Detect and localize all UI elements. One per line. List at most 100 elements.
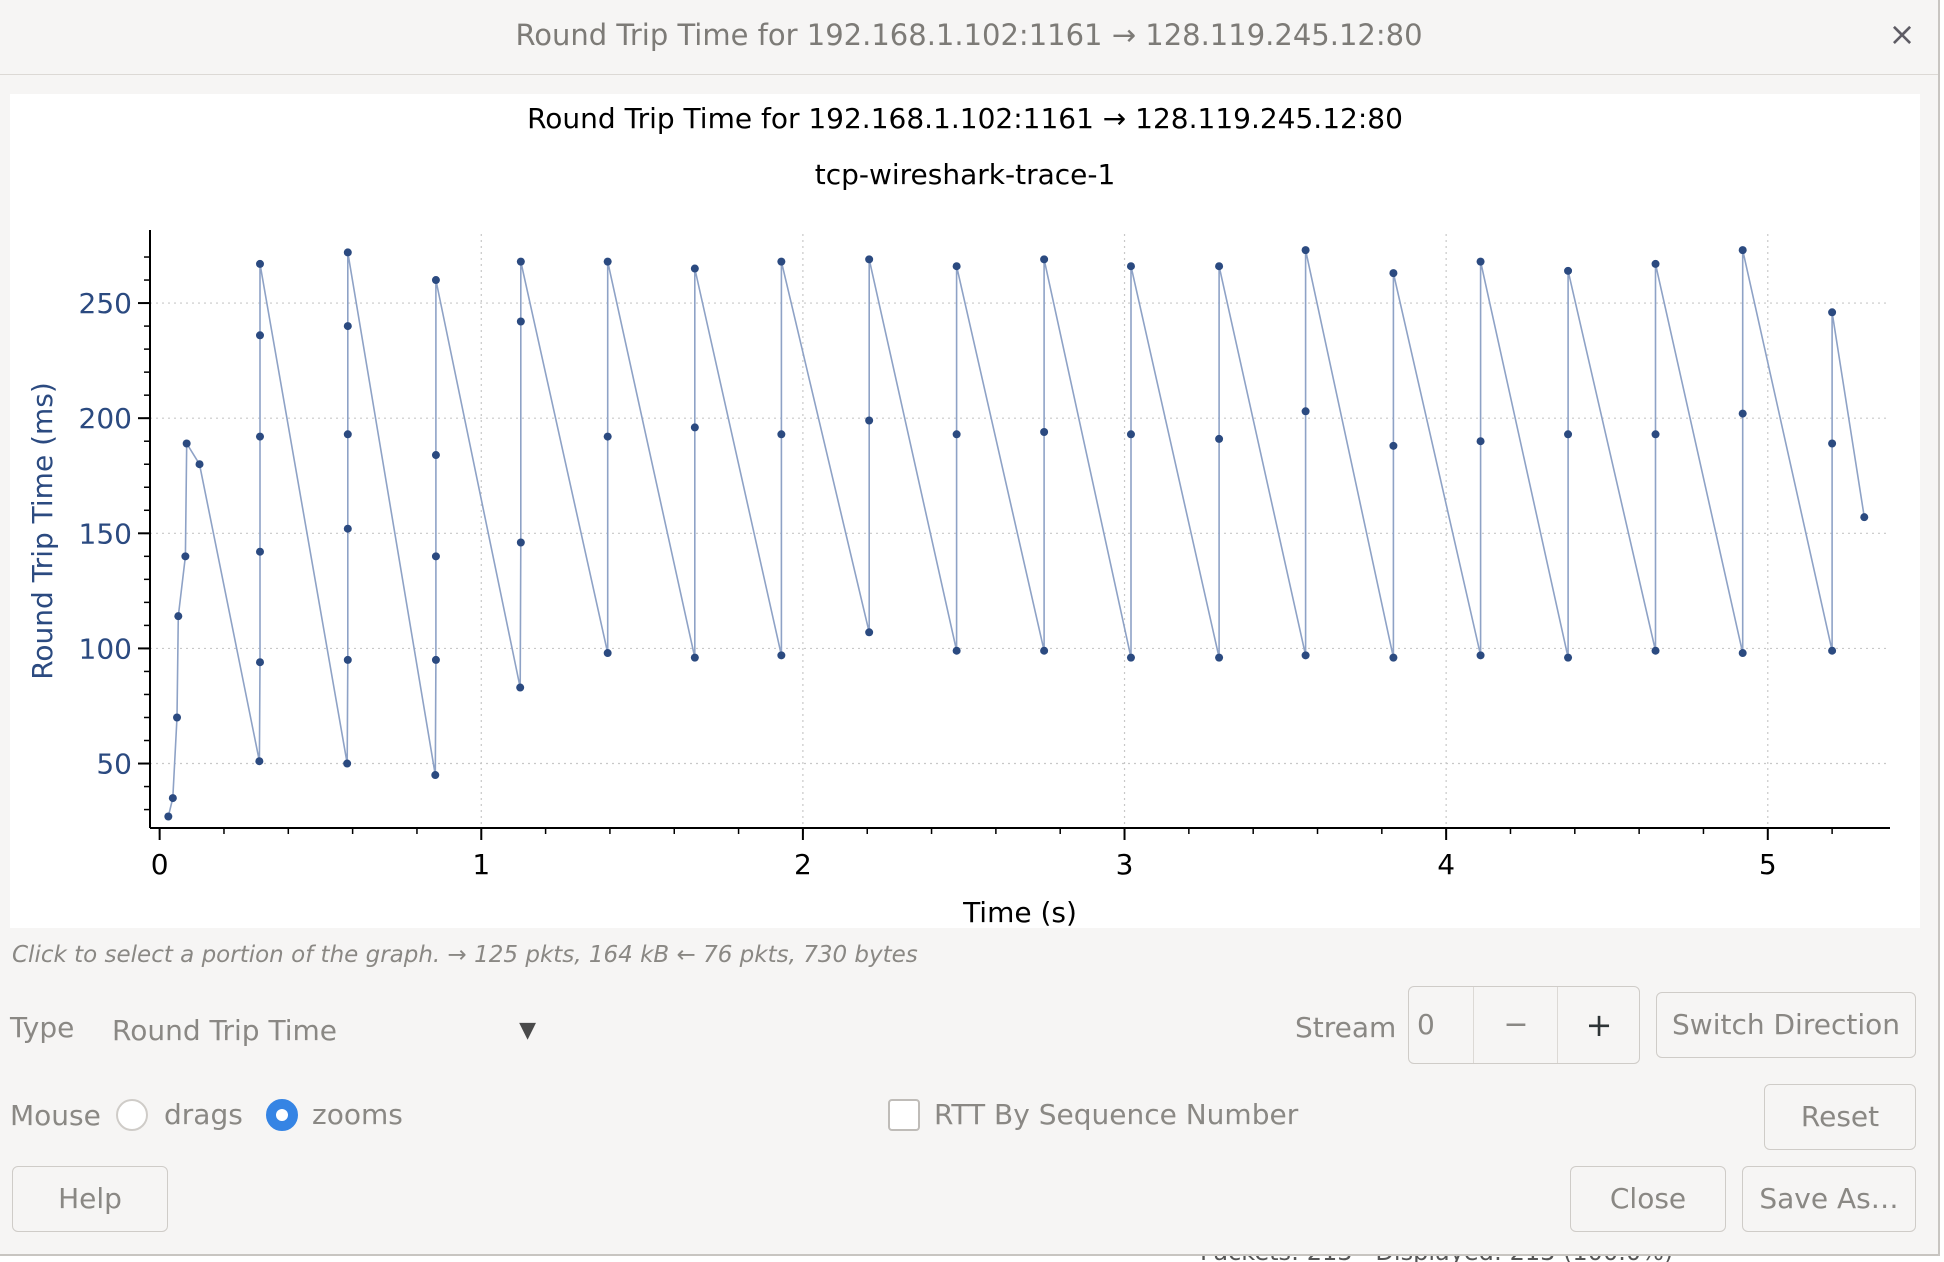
data-point (1564, 266, 1573, 275)
data-point (343, 759, 352, 768)
data-point (690, 264, 699, 273)
data-point (603, 432, 612, 441)
y-tick-label: 150 (79, 517, 132, 550)
data-point (603, 257, 612, 266)
data-point (516, 538, 525, 547)
stream-increment-button[interactable]: + (1557, 987, 1640, 1063)
data-point (343, 524, 352, 533)
hint-text: Click to select a portion of the graph. … (12, 942, 918, 968)
data-point (431, 451, 440, 460)
data-point (431, 276, 440, 285)
stream-spinbox[interactable]: 0 − + (1408, 986, 1640, 1064)
graph-area[interactable]: Round Trip Time for 192.168.1.102:1161 →… (10, 94, 1920, 928)
stream-value[interactable]: 0 (1417, 1008, 1435, 1041)
rtt-chart[interactable]: Round Trip Time for 192.168.1.102:1161 →… (10, 94, 1920, 928)
data-point (255, 658, 264, 667)
data-point (343, 655, 352, 664)
data-point (516, 257, 525, 266)
data-point (181, 552, 190, 561)
data-point (1040, 255, 1049, 264)
chevron-down-icon: ▼ (519, 1018, 536, 1043)
data-point (1738, 409, 1747, 418)
data-point (1301, 407, 1310, 416)
chart-title: Round Trip Time for 192.168.1.102:1161 →… (527, 102, 1403, 135)
data-point (343, 248, 352, 257)
data-point (1301, 651, 1310, 660)
data-point (1389, 269, 1398, 278)
data-point (343, 430, 352, 439)
stream-decrement-button[interactable]: − (1473, 987, 1558, 1063)
mouse-label: Mouse (10, 1099, 101, 1132)
x-tick-label: 2 (794, 848, 812, 881)
data-point (255, 331, 264, 340)
zooms-radio[interactable] (266, 1099, 298, 1131)
x-tick-label: 4 (1437, 848, 1455, 881)
x-tick-label: 0 (151, 848, 169, 881)
x-tick-label: 1 (472, 848, 490, 881)
data-point (431, 655, 440, 664)
data-point (516, 317, 525, 326)
rtt-by-sequence-label[interactable]: RTT By Sequence Number (934, 1098, 1299, 1131)
data-point (1651, 259, 1660, 268)
drags-radio[interactable] (116, 1099, 148, 1131)
type-combobox[interactable]: Round Trip Time ▼ (102, 1006, 542, 1056)
y-axis-label: Round Trip Time (ms) (26, 382, 59, 680)
data-point (1564, 653, 1573, 662)
data-point (1126, 262, 1135, 271)
stream-label: Stream (1295, 1011, 1397, 1044)
data-point (1828, 646, 1837, 655)
data-point (1126, 653, 1135, 662)
data-point (431, 771, 440, 780)
data-point (1738, 246, 1747, 255)
data-point (865, 628, 874, 637)
data-point (255, 547, 264, 556)
data-point (690, 423, 699, 432)
data-point (1040, 428, 1049, 436)
data-point (865, 416, 874, 425)
data-point (1564, 430, 1573, 439)
reset-button[interactable]: Reset (1764, 1084, 1916, 1150)
close-button[interactable]: Close (1570, 1166, 1726, 1232)
rtt-by-sequence-checkbox[interactable] (888, 1099, 920, 1131)
data-point (343, 322, 352, 331)
data-point (1651, 646, 1660, 655)
data-point (431, 552, 440, 561)
data-point (1389, 441, 1398, 450)
data-point (1215, 653, 1224, 662)
data-point (1738, 649, 1747, 658)
series-line (167, 249, 1866, 817)
switch-direction-button[interactable]: Switch Direction (1656, 992, 1916, 1058)
title-bar[interactable]: Round Trip Time for 192.168.1.102:1161 →… (0, 0, 1938, 75)
y-tick-label: 250 (79, 287, 132, 320)
data-point (777, 257, 786, 266)
data-point (164, 812, 173, 821)
help-button[interactable]: Help (12, 1166, 168, 1232)
data-point (952, 262, 961, 271)
data-point (1476, 651, 1485, 660)
drags-label[interactable]: drags (164, 1098, 243, 1131)
x-axis-label: Time (s) (962, 896, 1077, 928)
data-point (1215, 262, 1224, 271)
zooms-label[interactable]: zooms (312, 1098, 403, 1131)
save-as-button[interactable]: Save As… (1742, 1166, 1916, 1232)
data-point (1651, 430, 1660, 439)
data-point (173, 713, 182, 722)
data-point (255, 757, 264, 766)
data-point (195, 460, 204, 469)
data-point (516, 683, 525, 692)
data-point (1828, 439, 1837, 448)
y-tick-label: 200 (79, 402, 132, 435)
data-point (1828, 308, 1837, 317)
data-point (182, 439, 191, 448)
type-combobox-value: Round Trip Time (112, 1014, 337, 1047)
close-icon[interactable]: × (1888, 15, 1916, 53)
data-point (1215, 434, 1224, 443)
y-tick-label: 100 (79, 632, 132, 665)
data-point (777, 430, 786, 439)
data-point (952, 646, 961, 655)
data-point (1476, 257, 1485, 266)
data-point (1860, 513, 1869, 522)
data-point (174, 612, 183, 621)
data-point (255, 259, 264, 268)
